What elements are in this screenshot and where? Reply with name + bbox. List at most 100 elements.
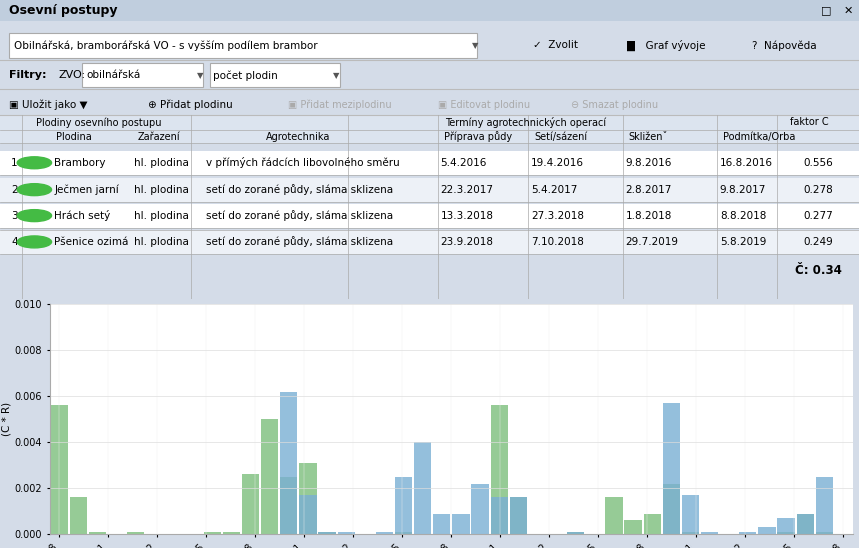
Bar (490, 406, 508, 534)
Text: počet plodin: počet plodin (213, 70, 277, 81)
Bar (70, 498, 87, 534)
Bar (701, 532, 718, 534)
Bar (490, 498, 508, 534)
Bar (82, 64, 203, 87)
Text: ▼: ▼ (197, 71, 204, 80)
Text: Obilnářská, bramborářská VO - s vyšším podílem brambor: Obilnářská, bramborářská VO - s vyšším p… (14, 40, 317, 50)
Text: 1.8.2018: 1.8.2018 (625, 210, 672, 221)
Bar (777, 532, 795, 534)
Text: 4: 4 (11, 237, 18, 247)
Bar (0, 178, 859, 202)
Y-axis label: (C * R): (C * R) (2, 402, 12, 436)
Circle shape (17, 184, 52, 196)
Bar (319, 532, 336, 534)
Text: 5.4.2016: 5.4.2016 (441, 158, 487, 168)
Bar (796, 513, 813, 534)
Text: Agrotechnika: Agrotechnika (266, 132, 331, 142)
Bar (740, 532, 757, 534)
Text: Plodina: Plodina (56, 132, 92, 142)
Text: 1: 1 (11, 158, 18, 168)
Bar (0, 130, 859, 144)
Text: Zařazení: Zařazení (137, 132, 180, 142)
Bar (567, 532, 584, 534)
Bar (509, 498, 527, 534)
Bar (0, 204, 859, 227)
Text: 2: 2 (11, 185, 18, 195)
Circle shape (17, 210, 52, 221)
Text: 9.8.2017: 9.8.2017 (720, 185, 766, 195)
Text: 5.4.2017: 5.4.2017 (531, 185, 577, 195)
Text: hl. plodina: hl. plodina (134, 158, 189, 168)
Bar (395, 477, 412, 534)
Text: setí do zorané půdy, sláma sklizena: setí do zorané půdy, sláma sklizena (206, 236, 393, 247)
Bar (0, 151, 859, 175)
Text: Hrách setý: Hrách setý (54, 210, 110, 221)
Bar (606, 498, 623, 534)
Bar (472, 484, 489, 534)
Circle shape (17, 157, 52, 169)
Bar (395, 532, 412, 534)
Bar (204, 532, 221, 534)
Bar (89, 532, 107, 534)
Text: 0.249: 0.249 (803, 237, 833, 247)
Bar (0, 0, 859, 21)
Text: Č: 0.34: Č: 0.34 (795, 264, 842, 277)
Bar (51, 406, 68, 534)
Text: ZVO:: ZVO: (58, 70, 86, 80)
Text: Příprava půdy: Příprava půdy (444, 132, 512, 142)
Bar (376, 532, 393, 534)
Text: Osevní postupy: Osevní postupy (9, 4, 117, 17)
Text: Setí/sázení: Setí/sázení (534, 132, 588, 142)
Text: 23.9.2018: 23.9.2018 (441, 237, 494, 247)
Bar (319, 532, 336, 534)
Text: Skliženˇ: Skliženˇ (629, 132, 668, 142)
Text: hl. plodina: hl. plodina (134, 185, 189, 195)
Text: Plodiny osevního postupu: Plodiny osevního postupu (36, 117, 161, 128)
Text: Filtry:: Filtry: (9, 70, 46, 80)
Bar (816, 532, 833, 534)
Text: faktor C: faktor C (790, 117, 828, 128)
Bar (9, 33, 477, 58)
Bar (0, 115, 859, 144)
Text: 0.278: 0.278 (803, 185, 833, 195)
Circle shape (17, 236, 52, 248)
Text: □: □ (821, 5, 832, 15)
Text: 22.3.2017: 22.3.2017 (441, 185, 494, 195)
Text: ?  Nápověda: ? Nápověda (752, 40, 816, 50)
Bar (222, 532, 241, 534)
Text: 0.277: 0.277 (803, 210, 833, 221)
Bar (662, 403, 680, 534)
Text: hl. plodina: hl. plodina (134, 210, 189, 221)
Bar (300, 463, 317, 534)
Bar (300, 495, 317, 534)
Text: v přímých řádcích libovolného směru: v přímých řádcích libovolného směru (206, 157, 400, 168)
Text: ✕: ✕ (844, 5, 853, 15)
Bar (758, 527, 776, 534)
Text: 2.8.2017: 2.8.2017 (625, 185, 672, 195)
Bar (433, 513, 450, 534)
Text: 0.556: 0.556 (803, 158, 833, 168)
Bar (261, 419, 278, 534)
Text: ⊖ Smazat plodinu: ⊖ Smazat plodinu (571, 100, 658, 110)
Text: ⊕ Přidat plodinu: ⊕ Přidat plodinu (148, 100, 233, 110)
Bar (210, 64, 340, 87)
Bar (567, 532, 584, 534)
Text: ▐▌  Graf vývoje: ▐▌ Graf vývoje (623, 40, 705, 51)
Bar (338, 532, 355, 534)
Bar (777, 518, 795, 534)
Bar (682, 495, 699, 534)
Text: 16.8.2016: 16.8.2016 (720, 158, 773, 168)
Bar (453, 513, 470, 534)
Bar (682, 532, 699, 534)
Text: obilnářská: obilnářská (86, 70, 140, 80)
Text: Termíny agrotechnických operací: Termíny agrotechnických operací (445, 117, 606, 128)
Text: 27.3.2018: 27.3.2018 (531, 210, 584, 221)
Text: 5.8.2019: 5.8.2019 (720, 237, 766, 247)
Bar (242, 475, 259, 534)
Text: setí do zorané půdy, sláma sklizena: setí do zorané půdy, sláma sklizena (206, 210, 393, 221)
Text: Ječmen jarní: Ječmen jarní (54, 184, 119, 195)
Text: 29.7.2019: 29.7.2019 (625, 237, 679, 247)
Text: ▣ Uložit jako ▼: ▣ Uložit jako ▼ (9, 100, 87, 110)
Text: hl. plodina: hl. plodina (134, 237, 189, 247)
Text: Pšenice ozimá: Pšenice ozimá (54, 237, 129, 247)
